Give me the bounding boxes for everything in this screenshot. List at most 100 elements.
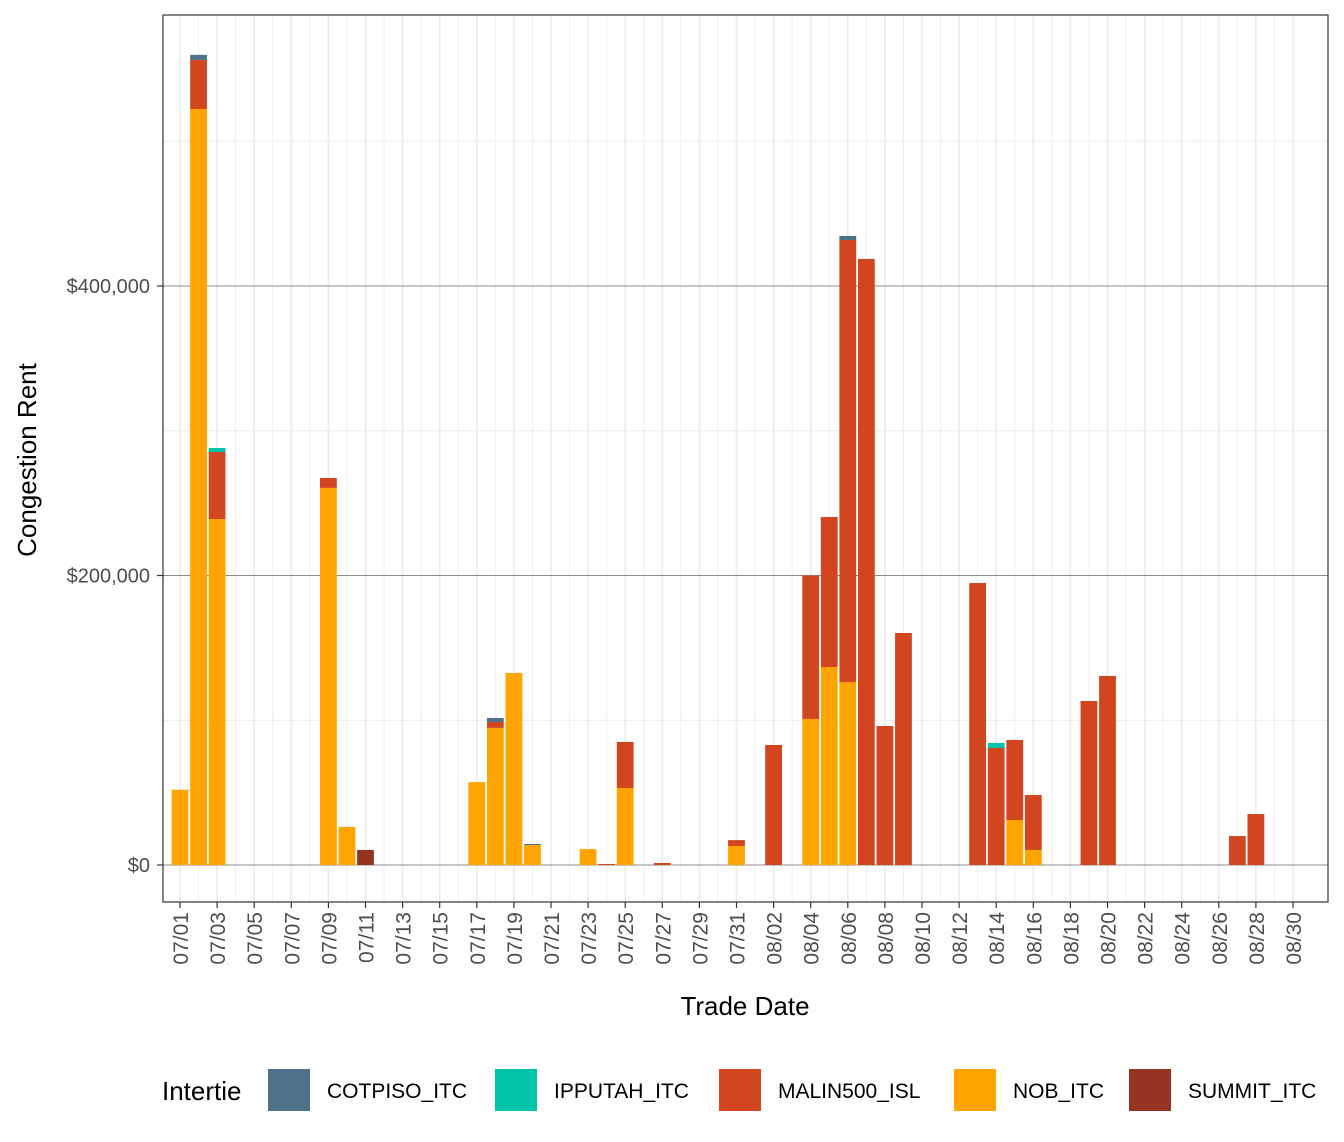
x-tick-label: 08/28 [1246,912,1269,965]
x-tick-label: 08/14 [986,912,1009,965]
bar-cotpiso_itc-07-02 [190,54,207,60]
bar-malin500_isl-08-28 [1247,814,1265,865]
legend-title: Intertie [162,1076,242,1106]
bar-malin500_isl-08-05 [820,517,838,667]
legend: Intertie COTPISO_ITC IPPUTAH_ITC MALIN500_… [162,1069,1316,1111]
x-tick-label: 07/01 [170,912,193,965]
y-tick-label: $400,000 [67,276,150,298]
x-tick-label: 08/06 [838,912,861,965]
bar-summit_itc-07-11 [357,849,374,865]
bar-malin500_isl-08-27 [1228,836,1246,865]
x-tick-label: 08/04 [801,912,824,965]
bar-nob_itc-07-19 [505,672,523,865]
bar-malin500_isl-08-04 [802,575,820,719]
x-tick-label: 08/12 [949,912,972,965]
legend-key-cotpiso_itc [268,1069,310,1111]
y-tick-label: $200,000 [67,566,150,588]
bar-malin500_isl-08-09 [895,632,912,865]
bar-malin500_isl-07-24 [598,863,616,865]
bar-nob_itc-08-15 [1006,819,1024,865]
y-axis: $0 $200,000 $400,000 [67,276,163,877]
legend-label: MALIN500_ISL [778,1080,920,1103]
bar-nob_itc-07-09 [320,487,337,865]
bar-malin500_isl-07-03 [208,452,226,520]
y-axis-title: Congestion Rent [12,362,42,556]
x-tick-label: 07/15 [430,912,453,965]
x-tick-label: 07/23 [578,912,601,965]
bar-malin500_isl-07-02 [190,59,207,109]
bar-nob_itc-07-25 [616,787,634,865]
bar-malin500_isl-07-25 [616,741,634,788]
bar-nob_itc-07-23 [579,849,597,865]
bar-malin500_isl-08-15 [1006,739,1024,820]
bar-nob_itc-07-10 [338,826,356,865]
bar-malin500_isl-07-31 [728,840,745,847]
x-tick-label: 08/10 [912,912,935,965]
x-tick-label: 07/17 [467,912,490,965]
grid [163,15,1328,902]
legend-label: COTPISO_ITC [327,1080,467,1103]
x-axis-title: Trade Date [680,991,809,1021]
bar-malin500_isl-08-06 [839,239,857,683]
bar-nob_itc-07-01 [171,789,189,865]
bar-malin500_isl-07-27 [653,862,671,865]
bar-malin500_isl-07-18 [486,721,504,728]
legend-key-ipputah_itc [495,1069,537,1111]
x-tick-label: 07/07 [281,912,304,965]
x-tick-label: 08/16 [1023,912,1046,965]
legend-label: NOB_ITC [1013,1080,1104,1103]
x-tick-label: 08/20 [1098,912,1121,965]
bar-nob_itc-07-20 [524,845,541,865]
bar-malin500_isl-08-08 [876,726,894,865]
legend-label: IPPUTAH_ITC [554,1080,689,1103]
bar-malin500_isl-08-13 [969,583,987,865]
bar-nob_itc-07-03 [208,519,226,865]
x-tick-label: 07/27 [652,912,675,965]
bar-cotpiso_itc-08-06 [839,235,857,240]
bar-nob_itc-08-16 [1024,849,1042,865]
x-tick-label: 08/30 [1283,912,1306,965]
x-tick-label: 08/02 [764,912,787,965]
legend-key-summit_itc [1129,1069,1171,1111]
bar-malin500_isl-08-16 [1024,794,1042,850]
bar-nob_itc-07-31 [728,846,745,865]
bar-malin500_isl-08-19 [1080,700,1098,865]
x-tick-label: 07/25 [615,912,638,965]
x-tick-label: 07/03 [207,912,230,965]
x-tick-label: 08/22 [1135,912,1158,965]
x-tick-label: 07/19 [504,912,527,965]
x-tick-label: 07/31 [727,912,750,965]
bar-cotpiso_itc-07-20 [524,844,541,846]
x-tick-label: 07/13 [393,912,416,965]
x-tick-label: 07/21 [541,912,564,965]
legend-key-nob_itc [954,1069,996,1111]
x-tick-label: 08/24 [1172,912,1195,965]
x-tick-label: 07/05 [244,912,267,965]
bars [171,54,1265,865]
bar-malin500_isl-08-07 [857,258,875,865]
bar-nob_itc-07-18 [486,727,504,865]
bar-malin500_isl-08-14 [987,748,1005,865]
x-tick-label: 07/11 [356,912,379,963]
x-tick-label: 08/26 [1209,912,1232,965]
bar-cotpiso_itc-07-18 [486,717,504,722]
x-tick-label: 07/09 [318,912,341,965]
legend-key-malin500_isl [719,1069,761,1111]
bar-nob_itc-08-06 [839,682,857,865]
bar-nob_itc-08-04 [802,718,820,865]
bar-ipputah_itc-08-14 [987,742,1005,749]
bar-ipputah_itc-07-03 [208,447,226,453]
x-tick-label: 08/18 [1060,912,1083,965]
bar-nob_itc-07-17 [468,782,486,865]
y-tick-label: $0 [128,855,150,877]
bar-nob_itc-08-05 [820,666,838,865]
bar-malin500_isl-08-02 [765,745,782,865]
plot-panel-border [162,14,1329,903]
x-axis: 07/01 07/03 07/05 07/07 07/09 07/11 07/13 07/15… [170,902,1306,965]
legend-label: SUMMIT_ITC [1188,1080,1316,1103]
bar-nob_itc-07-02 [190,108,207,865]
bar-malin500_isl-07-09 [320,477,337,488]
bar-malin500_isl-08-20 [1099,675,1116,865]
x-tick-label: 07/29 [689,912,712,965]
